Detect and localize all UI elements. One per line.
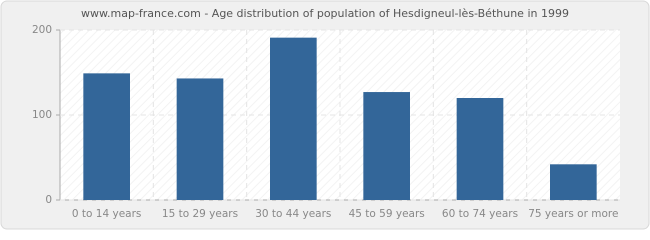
bar bbox=[83, 73, 130, 200]
x-tick-label: 0 to 14 years bbox=[72, 208, 142, 220]
x-tick-label: 75 years or more bbox=[528, 208, 618, 220]
bar bbox=[363, 92, 410, 200]
y-tick-label: 200 bbox=[32, 24, 52, 36]
x-tick-label: 45 to 59 years bbox=[349, 208, 425, 220]
x-tick-label: 30 to 44 years bbox=[255, 208, 331, 220]
bar bbox=[270, 37, 317, 201]
bar bbox=[456, 98, 504, 200]
bar bbox=[550, 164, 597, 200]
y-tick-label: 0 bbox=[45, 194, 52, 206]
bar bbox=[176, 78, 224, 200]
chart-title: www.map-france.com - Age distribution of… bbox=[81, 7, 569, 20]
x-tick-label: 15 to 29 years bbox=[162, 208, 238, 220]
y-tick-label: 100 bbox=[32, 109, 52, 121]
chart: www.map-france.com - Age distribution of… bbox=[0, 0, 650, 230]
x-tick-label: 60 to 74 years bbox=[442, 208, 518, 220]
